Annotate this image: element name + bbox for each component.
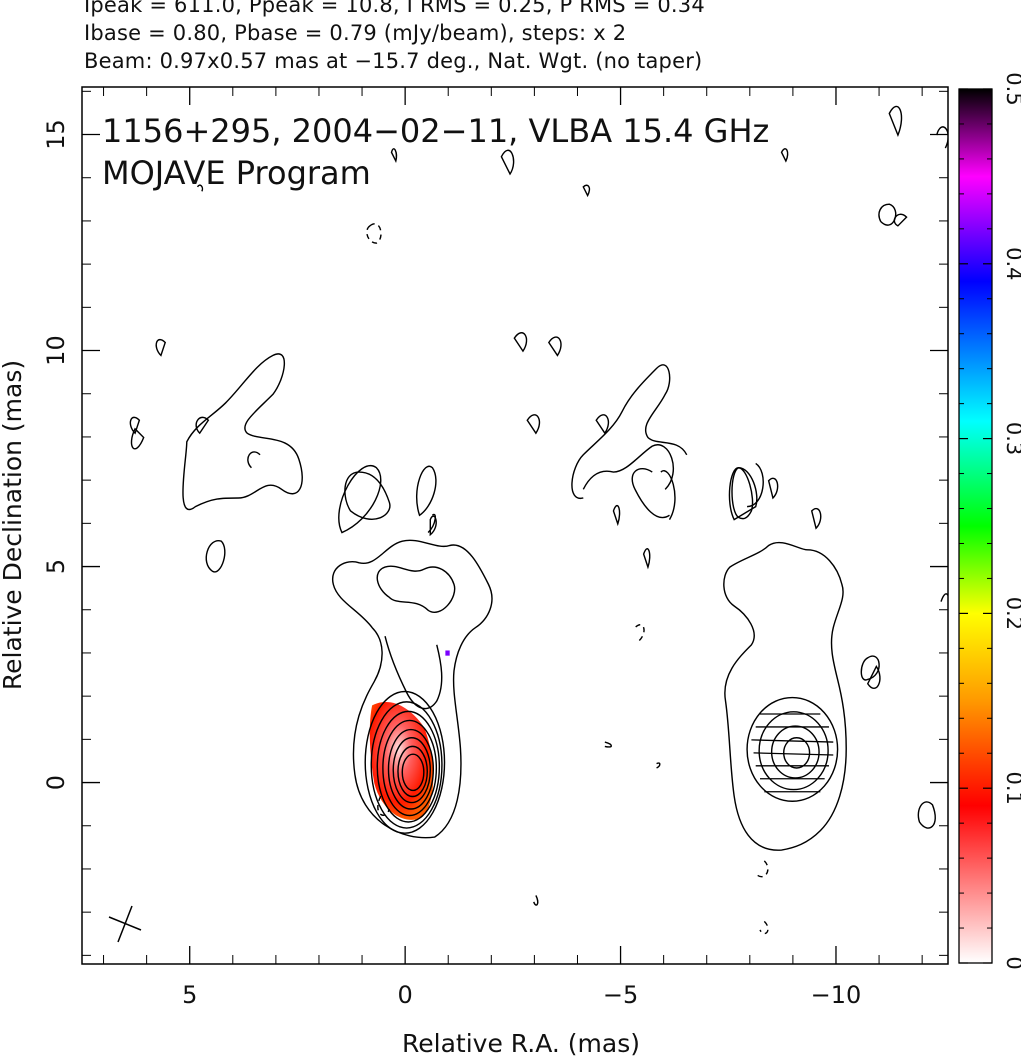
y-tick-label: 15 — [42, 119, 70, 150]
beam-cross — [108, 905, 142, 943]
colorbar — [958, 88, 993, 964]
y-tick-label: 0 — [42, 775, 70, 790]
colorbar-tick-label: 0.2 — [1002, 597, 1021, 630]
plot-frame — [81, 86, 949, 965]
x-tick-label: −10 — [811, 981, 862, 1009]
polarization-pixel — [445, 650, 450, 656]
y-axis: 0 5 10 15 — [42, 90, 948, 956]
y-tick-label: 10 — [42, 335, 70, 366]
y-tick-label: 5 — [42, 559, 70, 574]
colorbar-tick-label: 0.5 — [1002, 72, 1021, 105]
colorbar-tick-label: 0.1 — [1002, 771, 1021, 804]
colorbar-tick-label: 0.4 — [1002, 247, 1021, 280]
header-line-1: Ipeak = 611.0, Ppeak = 10.8, I RMS = 0.2… — [84, 0, 705, 17]
chart-title: 1156+295, 2004−02−11, VLBA 15.4 GHz — [102, 112, 769, 150]
y-axis-label: Relative Declination (mas) — [0, 360, 27, 690]
colorbar-tick-label: 0.3 — [1002, 422, 1021, 455]
x-tick-label: 0 — [397, 981, 412, 1009]
x-tick-label: 5 — [182, 981, 197, 1009]
chart-subtitle: MOJAVE Program — [102, 154, 371, 192]
contours — [129, 105, 948, 935]
colorbar-axis: 0 0.1 0.2 0.3 0.4 0.5 — [959, 72, 1021, 970]
x-axis: 5 0 −5 −10 — [103, 87, 923, 1009]
header-line-2: Ibase = 0.80, Pbase = 0.79 (mJy/beam), s… — [84, 21, 627, 45]
colorbar-tick-label: 0 — [1002, 956, 1021, 969]
x-tick-label: −5 — [603, 981, 638, 1009]
header-line-3: Beam: 0.97x0.57 mas at −15.7 deg., Nat. … — [84, 49, 703, 73]
x-axis-label: Relative R.A. (mas) — [402, 1029, 640, 1058]
